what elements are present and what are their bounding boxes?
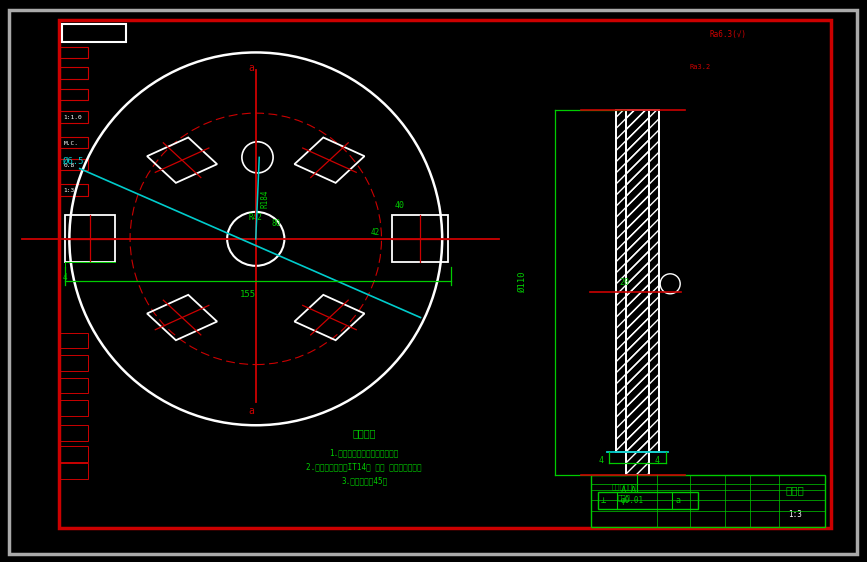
Text: a: a — [675, 496, 681, 505]
Text: Ra6.3(√): Ra6.3(√) — [710, 30, 746, 39]
Text: a: a — [249, 406, 254, 416]
Text: Ra3.2: Ra3.2 — [689, 64, 711, 70]
Text: 离合器: 离合器 — [617, 494, 630, 501]
Text: 1:1.0: 1:1.0 — [63, 115, 82, 120]
Text: 40: 40 — [394, 201, 405, 210]
Bar — [59, 184, 88, 196]
Text: R184: R184 — [261, 189, 270, 208]
Bar — [392, 215, 448, 262]
Text: 155: 155 — [240, 290, 257, 299]
Text: 20: 20 — [619, 278, 629, 287]
Bar — [626, 110, 649, 475]
Text: 3.材料牌号为45钢: 3.材料牌号为45钢 — [341, 476, 388, 485]
Bar — [59, 137, 88, 148]
Bar — [59, 67, 88, 79]
Text: 从动片: 从动片 — [786, 486, 805, 496]
Bar — [59, 159, 88, 170]
Text: 1.未注铸造圆角按规则附则定；: 1.未注铸造圆角按规则附则定； — [329, 448, 399, 457]
Bar — [591, 475, 825, 527]
Bar — [59, 111, 88, 123]
Text: 4: 4 — [655, 456, 660, 465]
Text: Ø6.5: Ø6.5 — [63, 157, 85, 166]
Text: 2.未注尺寸公差按IT14级 平行 未注形位公差；: 2.未注尺寸公差按IT14级 平行 未注形位公差； — [306, 462, 422, 471]
Text: 4: 4 — [598, 456, 603, 465]
Text: φ0.01: φ0.01 — [621, 496, 644, 505]
Bar — [59, 89, 88, 100]
Text: 4: 4 — [62, 273, 67, 282]
Bar — [59, 400, 88, 416]
Text: 周置螺旋弹簧: 周置螺旋弹簧 — [611, 484, 637, 491]
Bar — [626, 110, 649, 475]
Bar — [598, 492, 698, 509]
Bar — [616, 110, 659, 452]
Bar — [59, 463, 88, 479]
Bar — [59, 378, 88, 393]
Text: A-A: A-A — [621, 486, 636, 495]
Bar — [59, 355, 88, 371]
Bar — [616, 110, 659, 452]
Bar — [59, 425, 88, 441]
Text: 80: 80 — [271, 219, 281, 228]
Text: 技术要求: 技术要求 — [352, 428, 376, 438]
Text: a: a — [249, 63, 254, 73]
Text: M.C.: M.C. — [63, 140, 78, 146]
Bar — [59, 20, 831, 528]
Bar — [62, 24, 126, 42]
Text: Ø110: Ø110 — [518, 271, 526, 292]
Text: R42: R42 — [249, 213, 263, 222]
Text: 1:3: 1:3 — [788, 510, 802, 519]
Bar — [59, 333, 88, 348]
Bar — [59, 47, 88, 58]
Text: 0.8: 0.8 — [63, 163, 75, 168]
Bar — [65, 215, 115, 262]
Text: ⊥: ⊥ — [601, 496, 606, 505]
Text: 1:3: 1:3 — [63, 188, 75, 193]
Bar — [59, 446, 88, 462]
Text: 42: 42 — [370, 228, 380, 237]
